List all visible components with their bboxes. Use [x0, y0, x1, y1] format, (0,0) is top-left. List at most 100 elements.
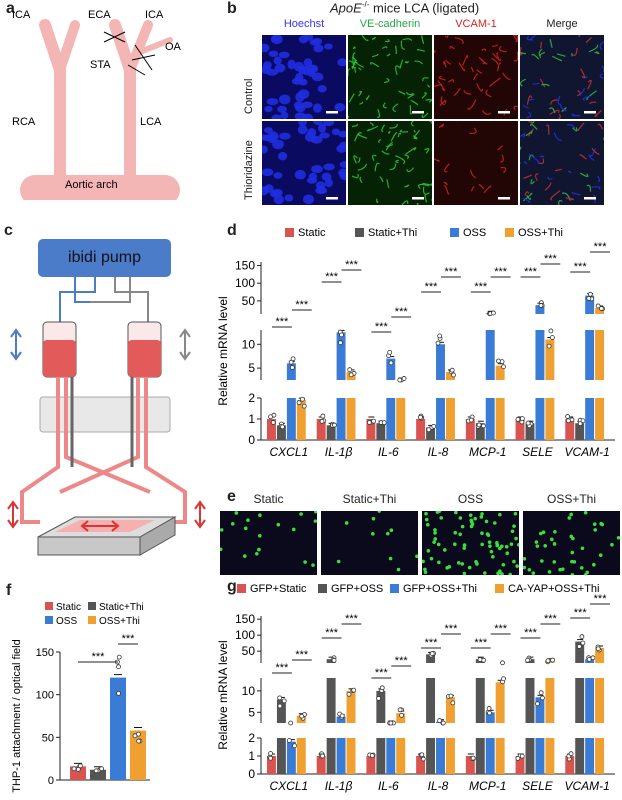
significance-label: *** — [92, 651, 106, 663]
bar — [386, 358, 396, 380]
data-point — [418, 414, 423, 420]
thp1-cell — [489, 549, 494, 554]
bar — [286, 398, 296, 440]
thp1-cell — [486, 533, 491, 537]
legend-swatch — [88, 616, 96, 624]
micrograph-tile — [520, 35, 604, 119]
bar — [595, 678, 605, 723]
data-point — [301, 403, 307, 409]
thp1-cell — [456, 561, 461, 565]
scale-bar — [326, 111, 338, 114]
thp1-cell — [473, 516, 478, 521]
y-tick-label: 100 — [235, 276, 255, 290]
thp1-cell — [388, 556, 393, 561]
data-point — [420, 756, 426, 762]
data-point — [576, 644, 582, 649]
bar — [376, 738, 386, 774]
panel-label: c — [4, 222, 13, 239]
data-point — [75, 766, 81, 772]
thp1-cell — [243, 526, 248, 531]
reservoir-left — [42, 321, 77, 378]
thp1-cell — [523, 557, 527, 561]
bar — [276, 425, 286, 440]
y-tick-label: 150 — [235, 259, 255, 273]
thp1-cell — [571, 536, 575, 541]
bar — [585, 330, 595, 380]
thp1-cell — [598, 553, 603, 557]
thp1-cell — [437, 511, 442, 513]
bar — [366, 756, 376, 774]
thp1-cell — [257, 547, 261, 552]
thp1-cell — [276, 522, 281, 527]
thp1-cell — [570, 550, 575, 555]
data-point — [331, 658, 337, 663]
thp1-cell — [437, 560, 441, 565]
legend-swatch — [285, 228, 294, 237]
data-point — [289, 365, 295, 370]
thp1-cell — [513, 511, 518, 516]
thp1-cell — [432, 540, 436, 544]
thp1-cell — [540, 559, 544, 563]
significance-label: *** — [474, 637, 488, 649]
thp1-cell — [423, 567, 427, 572]
y-axis-label: Relative mRNA level — [216, 640, 230, 749]
vessel-label-eca: ECA — [88, 9, 111, 21]
data-point — [296, 400, 302, 406]
data-point — [387, 349, 393, 355]
significance-label: *** — [474, 281, 488, 293]
legend-swatch — [45, 602, 53, 610]
bar — [495, 365, 505, 380]
thp1-cell — [220, 547, 223, 552]
data-point — [540, 695, 545, 701]
bar — [130, 730, 146, 780]
bar — [267, 756, 276, 774]
data-point — [286, 738, 292, 743]
data-point — [577, 421, 583, 426]
data-point — [281, 698, 287, 704]
data-point — [339, 332, 344, 338]
bar — [316, 419, 326, 440]
bar — [326, 738, 336, 774]
data-point — [481, 423, 486, 429]
significance-label: *** — [594, 241, 608, 253]
data-point — [339, 713, 345, 719]
data-point — [277, 703, 283, 709]
y-tick-label: 150 — [36, 647, 54, 659]
thp1-cell — [480, 531, 484, 536]
bar — [575, 423, 585, 440]
data-point — [288, 720, 294, 726]
thp1-cell — [543, 544, 547, 548]
bar — [336, 398, 346, 440]
thp1-cell — [468, 513, 473, 517]
bar — [396, 713, 406, 723]
bar — [535, 738, 545, 774]
data-point — [290, 356, 296, 362]
x-tick-label: IL-6 — [378, 445, 399, 459]
data-point — [550, 657, 556, 663]
bar — [565, 419, 575, 440]
bar — [110, 677, 126, 780]
thp1-cell — [514, 536, 518, 541]
vessel-label-rca: RCA — [12, 116, 36, 128]
panel-f: f Static Static+Thi OSS OSS+Thi 0 50 100 150 THP… — [0, 582, 215, 800]
bar — [485, 330, 495, 380]
bar — [595, 330, 605, 380]
bar — [396, 738, 406, 774]
vessel-label-ica-right: ICA — [145, 9, 164, 21]
thp1-cell — [510, 529, 515, 534]
data-point — [487, 710, 492, 716]
x-tick-label: MCP-1 — [469, 445, 506, 459]
data-point — [549, 335, 555, 340]
significance-label: *** — [122, 633, 136, 645]
bar — [545, 738, 555, 774]
bar — [525, 423, 535, 440]
data-point — [379, 685, 385, 691]
bar — [465, 419, 475, 440]
thp1-cell — [531, 571, 536, 575]
column-header: Merge — [546, 18, 578, 30]
data-point — [319, 418, 325, 424]
thp1-cell — [508, 572, 512, 575]
data-point — [435, 340, 441, 346]
bar — [336, 738, 346, 774]
panel-label: e — [227, 488, 236, 505]
